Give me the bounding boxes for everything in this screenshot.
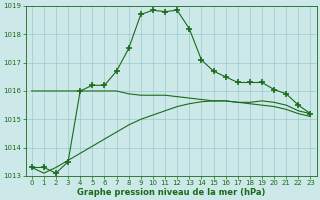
X-axis label: Graphe pression niveau de la mer (hPa): Graphe pression niveau de la mer (hPa) xyxy=(77,188,265,197)
